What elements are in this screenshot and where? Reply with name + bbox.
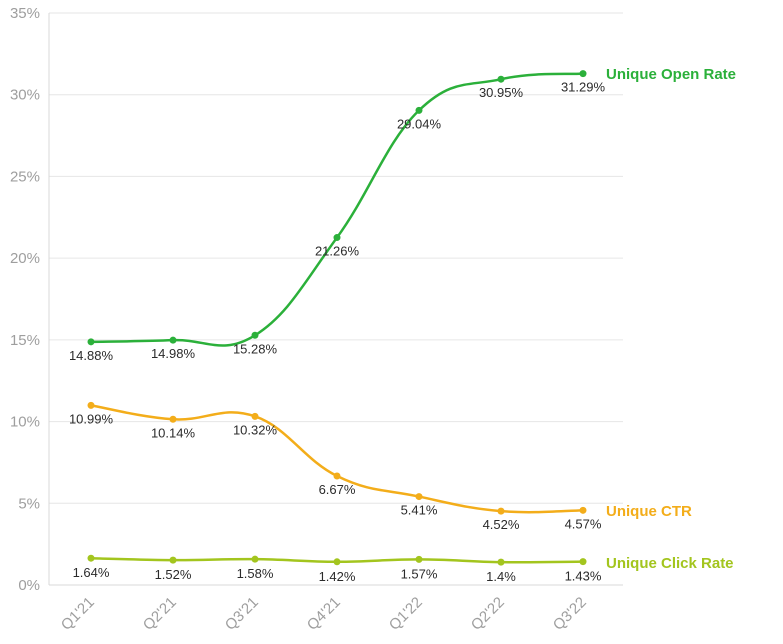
data-label: 21.26% [315, 244, 360, 259]
data-point[interactable] [87, 338, 95, 346]
y-tick-label: 20% [10, 250, 40, 267]
series-name-label: Unique CTR [606, 503, 692, 520]
data-label: 5.41% [401, 503, 438, 518]
y-tick-label: 35% [10, 5, 40, 22]
data-point[interactable] [333, 472, 341, 480]
data-label: 1.57% [401, 566, 438, 581]
data-point[interactable] [497, 75, 505, 83]
data-point[interactable] [579, 506, 587, 514]
data-point[interactable] [415, 555, 423, 563]
x-tick-label: Q2'21 [140, 594, 180, 634]
data-point[interactable] [169, 336, 177, 344]
x-tick-label: Q1'22 [386, 594, 426, 634]
data-label: 14.98% [151, 346, 196, 361]
series-legend: Unique Open Rate Unique CTR Unique Click R… [606, 66, 736, 572]
y-tick-label: 25% [10, 168, 40, 185]
data-label: 1.64% [73, 565, 110, 580]
data-label: 1.43% [565, 569, 602, 584]
data-label: 6.67% [319, 482, 356, 497]
y-tick-label: 30% [10, 87, 40, 104]
grid-lines [48, 12, 623, 586]
series-name-label: Unique Open Rate [606, 66, 736, 83]
data-labels: 14.88% 14.98% 15.28% 21.26% 29.04% 30.95% 31.2… [69, 80, 606, 584]
data-point[interactable] [251, 412, 259, 420]
x-tick-label: Q1'21 [58, 594, 98, 634]
series-name-label: Unique Click Rate [606, 555, 734, 572]
data-point[interactable] [333, 558, 341, 566]
data-label: 4.57% [565, 516, 602, 531]
data-label: 1.58% [237, 566, 274, 581]
data-label: 15.28% [233, 341, 278, 356]
data-point[interactable] [579, 70, 587, 78]
data-point[interactable] [169, 415, 177, 423]
data-point[interactable] [251, 331, 259, 339]
data-point[interactable] [169, 556, 177, 564]
data-point[interactable] [415, 493, 423, 501]
data-label: 10.14% [151, 425, 196, 440]
data-label: 30.95% [479, 85, 524, 100]
y-tick-label: 10% [10, 414, 40, 431]
y-tick-label: 0% [18, 577, 40, 594]
series-line-0 [89, 72, 585, 347]
data-point[interactable] [87, 554, 95, 562]
x-axis: Q1'21 Q2'21 Q3'21 Q4'21 Q1'22 Q2'22 Q3'22 [58, 594, 590, 634]
x-tick-label: Q3'22 [550, 594, 590, 634]
data-label: 31.29% [561, 80, 606, 95]
x-tick-label: Q2'22 [468, 594, 508, 634]
data-label: 10.99% [69, 411, 114, 426]
y-tick-label: 15% [10, 332, 40, 349]
data-label: 14.88% [69, 348, 114, 363]
y-tick-label: 5% [18, 495, 40, 512]
data-point[interactable] [497, 507, 505, 515]
data-point[interactable] [251, 555, 259, 563]
data-point[interactable] [87, 401, 95, 409]
x-tick-label: Q3'21 [222, 594, 262, 634]
data-point[interactable] [415, 106, 423, 114]
series-points [87, 70, 587, 566]
data-label: 1.42% [319, 569, 356, 584]
y-axis: 0% 5% 10% 15% 20% 25% 30% 35% [10, 5, 40, 594]
data-point[interactable] [333, 234, 341, 242]
data-label: 10.32% [233, 422, 278, 437]
x-tick-label: Q4'21 [304, 594, 344, 634]
data-label: 29.04% [397, 116, 442, 131]
data-point[interactable] [579, 558, 587, 566]
data-label: 4.52% [483, 517, 520, 532]
data-label: 1.52% [155, 567, 192, 582]
data-label: 1.4% [486, 569, 516, 584]
data-point[interactable] [497, 558, 505, 566]
